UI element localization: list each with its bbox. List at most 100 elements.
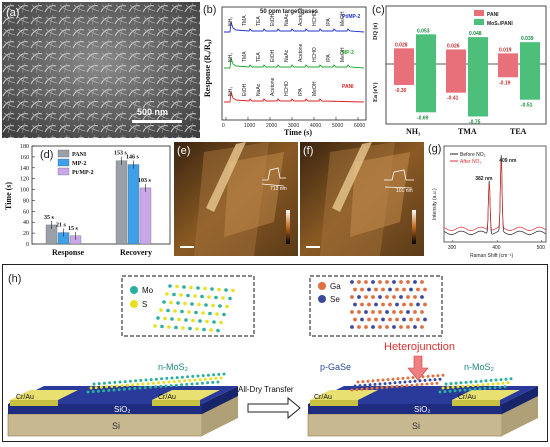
legend-label: PANI [72, 152, 87, 158]
y-tick-label: 40 [23, 220, 29, 226]
dq-bar [394, 48, 414, 64]
atom [350, 295, 354, 299]
cr-au-contact-left-2 [310, 400, 358, 406]
film-atom [396, 377, 400, 381]
sem-svg: 500 nm (a) [2, 2, 200, 138]
atom [160, 324, 164, 329]
ea-value-label: -0.30 [395, 88, 407, 94]
film-atom [383, 382, 387, 386]
bar-value-label: 103 s [138, 178, 152, 184]
atom [402, 287, 406, 292]
panel-label-f: (f) [303, 145, 313, 157]
atom [388, 317, 392, 322]
gas-label: EtOH [270, 49, 276, 62]
atom [367, 302, 371, 307]
film-atom [92, 382, 96, 386]
film-atom [195, 382, 199, 386]
atom [353, 302, 357, 307]
atom [215, 312, 219, 316]
film-atom [433, 378, 437, 382]
ga-label: Ga [330, 282, 341, 291]
film-atom [388, 381, 392, 385]
panel-g-raman-chart: (g) Intensity (a.u.) Raman Shift (cm⁻¹) … [426, 140, 548, 260]
cr-au-contact-right-2 [452, 400, 500, 406]
film-atom [117, 388, 121, 392]
film-atom [350, 388, 354, 392]
film-atom [120, 384, 124, 388]
atom [219, 320, 223, 325]
atom [204, 303, 208, 307]
atom [406, 280, 410, 284]
atom [378, 280, 382, 284]
film-atom [180, 383, 184, 387]
film-atom [201, 374, 205, 378]
category-label: Recovery [120, 248, 152, 257]
gas-label: IPA [326, 18, 332, 26]
time-bar [139, 187, 152, 245]
atom [406, 310, 410, 314]
atom [156, 316, 160, 320]
atom [198, 319, 202, 323]
bars: 0.028 -0.30 0.053 -0.69 0.026 -0.41 0.048 -0.75… [394, 28, 540, 126]
n-mos2-label: n-MoS₂ [158, 362, 189, 372]
film-atom [164, 384, 168, 388]
y-axis-label: Intensity (a.u.) [432, 188, 438, 220]
film-atom [393, 381, 397, 385]
legend-swatch [57, 158, 70, 167]
atom [399, 325, 403, 329]
film-atom [136, 382, 140, 386]
film-atom [438, 377, 442, 381]
atom [406, 325, 410, 329]
film-atom [172, 380, 176, 384]
film-atom [438, 390, 442, 394]
film-atom [355, 388, 359, 392]
film-atom [361, 380, 365, 384]
film-atom [167, 380, 171, 384]
atom [195, 327, 199, 331]
atom [371, 280, 375, 284]
film-atom [96, 389, 100, 393]
film-atom [430, 382, 434, 386]
atom [371, 325, 375, 329]
film-atom [494, 378, 498, 382]
spectrum-line [443, 159, 547, 231]
atom [409, 287, 413, 292]
film-atom [112, 388, 116, 392]
atom [177, 317, 181, 322]
film-atom [375, 386, 379, 390]
p-gase-label: p-GaSe [320, 362, 351, 372]
dq-bar [446, 49, 466, 64]
film-atom [160, 377, 164, 381]
film-atom [373, 382, 377, 386]
si-label-right: Si [412, 421, 420, 431]
atom [371, 310, 375, 314]
atom [388, 287, 392, 292]
film-atom [191, 374, 195, 378]
atom [364, 280, 368, 284]
film-atom [503, 385, 507, 389]
film-atom [356, 380, 360, 384]
n-mos2-label-right: n-MoS₂ [464, 362, 495, 372]
legend-label: PANI [487, 12, 499, 18]
cr-au-label-right-2: Cr/Au [458, 394, 476, 401]
panel-label-d: (d) [40, 149, 53, 161]
right-device: Si SiO₂ Cr/Au Cr/Au p-GaSe n-MoS₂ Hetero… [307, 341, 539, 437]
film-atom [200, 381, 204, 385]
film-atom [360, 387, 364, 391]
gas-label: MeOH [340, 11, 346, 26]
film-atom [444, 382, 448, 386]
sio2-label-right: SiO₂ [414, 405, 430, 414]
gas-label: NaAc [284, 13, 290, 26]
film-atom [415, 383, 419, 387]
film-atom [406, 376, 410, 380]
film-atom [363, 383, 367, 387]
s-label: S [142, 300, 147, 309]
ea-bar [468, 64, 488, 117]
film-atom [190, 382, 194, 386]
film-atom [476, 383, 480, 387]
y-tick-label: 140 [20, 166, 29, 172]
film-atom [426, 374, 430, 378]
film-atom [113, 380, 117, 384]
bar-value-label: 146 s [126, 155, 140, 161]
atom [409, 317, 413, 322]
